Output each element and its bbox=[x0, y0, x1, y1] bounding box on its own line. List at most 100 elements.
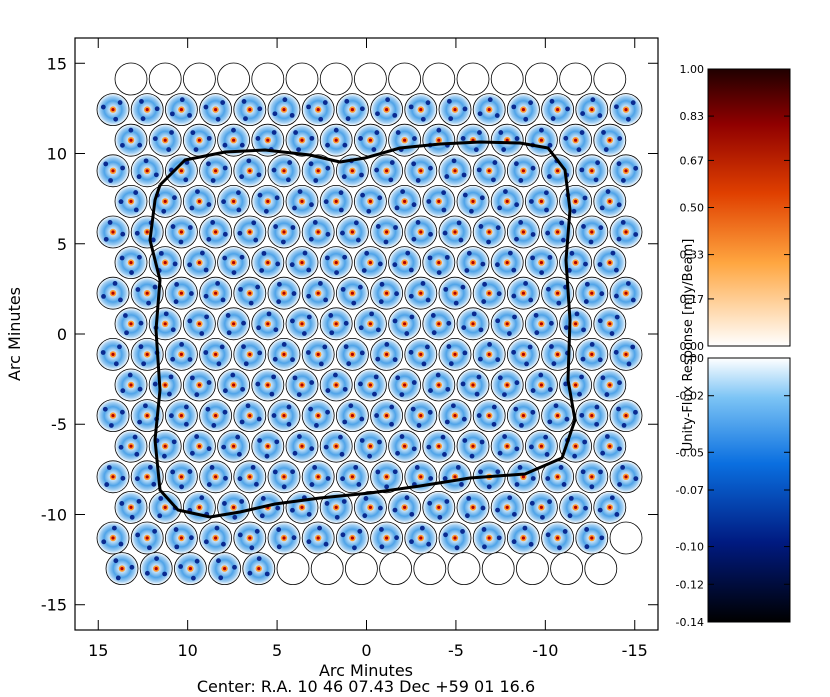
sidelobe bbox=[375, 224, 381, 229]
beam-peak bbox=[214, 108, 218, 112]
beam-peak bbox=[214, 291, 218, 295]
sidelobe bbox=[584, 281, 590, 287]
sidelobe bbox=[259, 268, 265, 273]
sidelobe bbox=[219, 344, 225, 350]
colorbar-tick-label: 0.00 bbox=[680, 340, 705, 353]
sidelobe bbox=[204, 314, 210, 320]
sidelobe bbox=[168, 374, 174, 380]
beam-peak bbox=[487, 536, 491, 540]
sidelobe bbox=[128, 127, 134, 133]
sidelobe bbox=[239, 499, 245, 504]
sidelobe bbox=[272, 111, 278, 117]
sidelobe bbox=[309, 446, 315, 452]
sidelobe bbox=[375, 111, 380, 117]
sidelobe bbox=[408, 267, 414, 273]
sidelobe bbox=[556, 300, 562, 306]
sidelobe bbox=[448, 116, 454, 122]
beam-peak bbox=[163, 138, 167, 142]
sidelobe bbox=[231, 127, 236, 133]
sidelobe bbox=[599, 535, 605, 541]
sidelobe bbox=[286, 404, 292, 410]
sidelobe bbox=[633, 165, 639, 171]
sidelobe bbox=[446, 344, 452, 349]
beam-peak bbox=[197, 261, 201, 265]
sidelobe bbox=[306, 104, 311, 110]
sidelobe bbox=[312, 465, 318, 470]
sidelobe bbox=[572, 453, 578, 459]
sidelobe bbox=[170, 224, 176, 229]
beam-peak bbox=[223, 567, 227, 571]
sidelobe bbox=[352, 545, 357, 551]
sidelobe bbox=[580, 356, 586, 362]
sidelobe bbox=[545, 532, 551, 538]
beam bbox=[447, 552, 481, 585]
beam-peak bbox=[111, 291, 115, 295]
sidelobe bbox=[342, 419, 348, 425]
sidelobe bbox=[630, 100, 636, 106]
sidelobe bbox=[102, 406, 108, 412]
sidelobe bbox=[442, 452, 447, 457]
sidelobe bbox=[530, 165, 536, 171]
beam-peak bbox=[574, 383, 578, 387]
beam-peak bbox=[419, 108, 423, 112]
sidelobe bbox=[187, 318, 193, 324]
sidelobe bbox=[436, 270, 442, 275]
sidelobe bbox=[514, 202, 520, 208]
sidelobe bbox=[120, 142, 125, 148]
beam-peak bbox=[437, 383, 441, 387]
sidelobe bbox=[614, 314, 620, 320]
sidelobe bbox=[374, 130, 380, 135]
sidelobe bbox=[140, 116, 146, 122]
beam-peak bbox=[624, 169, 628, 173]
sidelobe bbox=[339, 451, 345, 457]
beam-peak bbox=[590, 475, 594, 479]
beam bbox=[413, 552, 447, 585]
beam-peak bbox=[437, 322, 441, 326]
beam-peak bbox=[266, 261, 270, 265]
beam-peak bbox=[487, 291, 491, 295]
sidelobe bbox=[563, 381, 569, 387]
sidelobe bbox=[152, 528, 158, 534]
beam-peak bbox=[539, 444, 544, 448]
sidelobe bbox=[528, 297, 534, 303]
sidelobe bbox=[241, 99, 247, 104]
sidelobe bbox=[134, 451, 140, 457]
sidelobe bbox=[409, 539, 414, 545]
sidelobe bbox=[222, 409, 228, 415]
sidelobe bbox=[584, 544, 590, 550]
sidelobe bbox=[172, 261, 178, 267]
beam-peak bbox=[487, 352, 491, 356]
sidelobe bbox=[579, 412, 585, 418]
sidelobe bbox=[243, 116, 248, 122]
sidelobe bbox=[190, 130, 196, 136]
sidelobe bbox=[179, 97, 185, 103]
beam-peak bbox=[163, 322, 167, 326]
sidelobe bbox=[375, 469, 381, 475]
sidelobe bbox=[404, 331, 410, 336]
sidelobe bbox=[366, 208, 372, 214]
sidelobe bbox=[443, 532, 448, 538]
beam-peak bbox=[129, 199, 133, 203]
sidelobe bbox=[269, 391, 275, 397]
sidelobe bbox=[113, 558, 119, 564]
sidelobe bbox=[511, 511, 517, 517]
sidelobe bbox=[162, 571, 168, 577]
beam-peak bbox=[129, 138, 133, 142]
beam-peak bbox=[419, 352, 423, 356]
sidelobe bbox=[225, 313, 231, 318]
beam-peak bbox=[163, 444, 167, 448]
sidelobe bbox=[243, 361, 249, 367]
colorbar-tick-label: -0.14 bbox=[676, 616, 704, 629]
sidelobe bbox=[425, 344, 430, 350]
beam-peak bbox=[282, 230, 286, 234]
beam-peak bbox=[487, 108, 491, 112]
sidelobe bbox=[421, 361, 427, 367]
sidelobe bbox=[545, 476, 551, 481]
sidelobe bbox=[318, 361, 324, 367]
colorbar-tick-label: -0.10 bbox=[676, 541, 704, 554]
sidelobe bbox=[549, 344, 554, 349]
sidelobe bbox=[222, 165, 228, 171]
sidelobe bbox=[436, 127, 442, 133]
colorbar-tick-label: 0.67 bbox=[680, 154, 705, 167]
sidelobe bbox=[256, 325, 262, 331]
